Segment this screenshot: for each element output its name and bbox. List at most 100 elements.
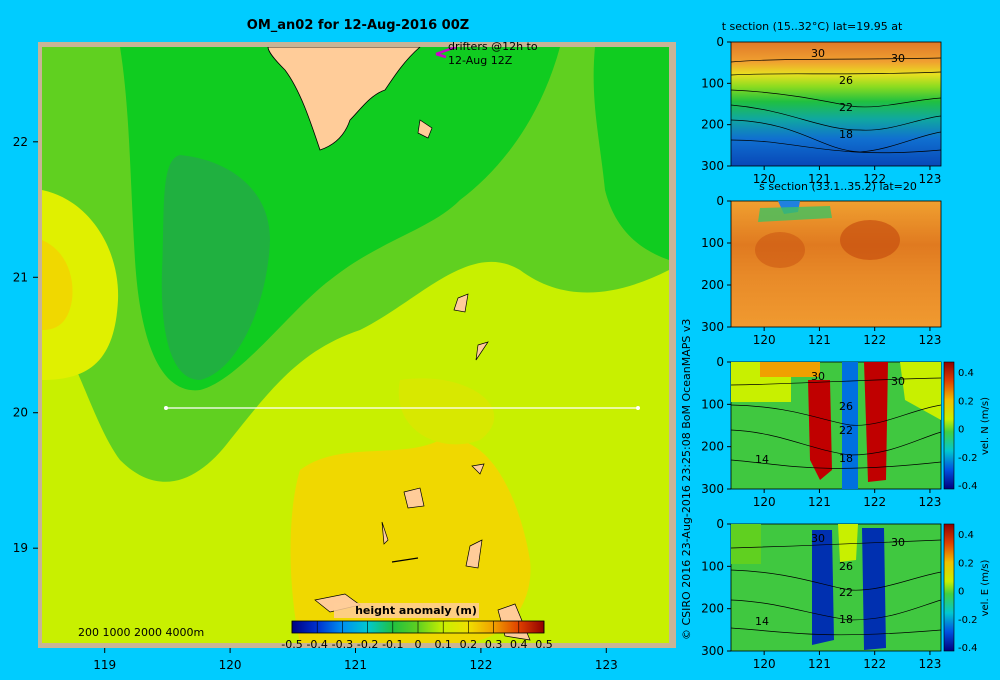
section-y-tick-label: 0 xyxy=(716,35,724,49)
map-y-tick-label: 20 xyxy=(13,406,28,420)
vel-colorbar-tick-label: 0.4 xyxy=(958,368,974,379)
map-x-tick-label: 123 xyxy=(595,658,618,672)
credit-text: © CSIRO 2016 23-Aug-2016 23:25:08 BoM Oc… xyxy=(680,319,693,640)
map-title: OM_an02 for 12-Aug-2016 00Z xyxy=(247,18,469,33)
section-y-tick-label: 100 xyxy=(701,236,724,250)
field-yellow-left-core xyxy=(42,240,73,330)
island xyxy=(465,539,483,569)
vel-colorbar-tick-label: 0.2 xyxy=(958,396,974,407)
map-x-tick-label: 120 xyxy=(219,658,242,672)
map-x-tick-label: 121 xyxy=(344,658,367,672)
section-line-start xyxy=(164,406,168,410)
vel-n-contours xyxy=(730,377,942,469)
vel-colorbar-tick-label: 0 xyxy=(958,425,964,436)
contour-label: 30 xyxy=(811,370,825,383)
vel-n-colorbar-ticks: 0.4 0.2 0 -0.2 -0.4 xyxy=(958,368,978,492)
s-section-axes: 120 121 122 123 0 100 200 300 xyxy=(701,194,941,347)
section-x-tick-label: 120 xyxy=(753,333,776,347)
section-y-tick-label: 200 xyxy=(701,440,724,454)
contour-label: 14 xyxy=(755,615,769,628)
vel-e-axes: 120 121 122 123 0 100 200 300 xyxy=(701,517,941,671)
colorbar-tick-label: -0.5 xyxy=(281,638,302,651)
vel-e-contours xyxy=(730,539,942,636)
section-x-tick-label: 122 xyxy=(863,333,886,347)
vel-colorbar-tick-label: -0.2 xyxy=(958,615,978,626)
section-y-tick-label: 200 xyxy=(701,118,724,132)
colorbar-tick-label: -0.4 xyxy=(306,638,327,651)
section-x-tick-label: 121 xyxy=(808,172,831,186)
s-section-fresh-patch xyxy=(758,206,832,222)
vel-e-patch xyxy=(731,524,761,564)
contour-label: 30 xyxy=(811,47,825,60)
colorbar-ticks: -0.5 -0.4 -0.3 -0.2 -0.1 0 0.1 0.2 0.3 0.4 0.5 xyxy=(281,621,553,651)
island xyxy=(381,521,389,545)
section-x-tick-label: 121 xyxy=(808,495,831,509)
section-y-tick-label: 0 xyxy=(716,517,724,531)
drifter-track xyxy=(435,47,457,56)
section-y-tick-label: 100 xyxy=(701,559,724,573)
height-anomaly-colorbar: height anomaly (m) -0.5 -0.4 -0.3 -0.2 -0.1 0… xyxy=(281,603,553,651)
section-y-tick-label: 300 xyxy=(701,320,724,334)
colorbar-tick-label: 0 xyxy=(415,638,422,651)
section-y-tick-label: 0 xyxy=(716,194,724,208)
section-y-tick-label: 0 xyxy=(716,355,724,369)
t-section-axes: 120 121 122 123 0 100 200 300 xyxy=(701,35,941,186)
s-section-high-salinity xyxy=(755,232,805,268)
map-y-tick-label: 22 xyxy=(13,135,28,149)
vel-e-colorbar-label: vel. E (m/s) xyxy=(980,559,991,616)
section-x-tick-label: 121 xyxy=(808,657,831,671)
vel-e-colorbar-ticks: 0.4 0.2 0 -0.2 -0.4 xyxy=(958,530,978,654)
island xyxy=(475,341,489,361)
colorbar-tick-label: 0.4 xyxy=(510,638,528,651)
section-line-end xyxy=(636,406,640,410)
vel-colorbar-tick-label: -0.4 xyxy=(958,643,978,654)
section-x-tick-label: 123 xyxy=(918,172,941,186)
s-section-title: s section (33.1..35.2) lat=20 xyxy=(759,180,917,193)
vel-colorbar-tick-label: -0.2 xyxy=(958,453,978,464)
vel-e-westward-jet xyxy=(862,528,886,650)
section-y-tick-label: 300 xyxy=(701,159,724,173)
contour-label: 22 xyxy=(839,424,853,437)
map-x-tick-label: 119 xyxy=(93,658,116,672)
contour-label: 30 xyxy=(891,375,905,388)
field-yellow-south xyxy=(290,439,531,643)
section-y-tick-label: 300 xyxy=(701,644,724,658)
section-x-tick-label: 122 xyxy=(863,657,886,671)
vel-n-southward-jet xyxy=(842,362,858,489)
vel-n-northward-jet xyxy=(864,362,888,482)
contour-label: 26 xyxy=(839,74,853,87)
field-yellow-mid xyxy=(398,378,495,445)
map-x-tick-label: 122 xyxy=(469,658,492,672)
t-section-plot xyxy=(730,41,942,167)
field-yellow-left xyxy=(42,190,119,380)
t-section-title: t section (15..32°C) lat=19.95 at xyxy=(722,20,903,33)
map-x-axis: 119 120 121 122 123 xyxy=(93,648,618,672)
colorbar-label-box xyxy=(334,603,479,618)
contour-label: 18 xyxy=(839,452,853,465)
field-dark-green xyxy=(161,155,270,380)
vel-colorbar-tick-label: 0 xyxy=(958,587,964,598)
section-x-tick-label: 120 xyxy=(753,657,776,671)
section-y-tick-label: 300 xyxy=(701,482,724,496)
vel-e-westward-jet xyxy=(812,530,834,645)
vel-n-colorbar xyxy=(943,361,955,490)
section-x-tick-label: 122 xyxy=(863,172,886,186)
section-y-tick-label: 100 xyxy=(701,76,724,90)
contour-label: 18 xyxy=(839,613,853,626)
colorbar-tick-label: -0.1 xyxy=(382,638,403,651)
contour-label: 22 xyxy=(839,101,853,114)
drifters-note: 12-Aug 12Z xyxy=(448,54,513,67)
map-y-tick-label: 19 xyxy=(13,541,28,555)
contour-label: 26 xyxy=(839,400,853,413)
island xyxy=(453,293,469,313)
section-x-tick-label: 120 xyxy=(753,495,776,509)
vel-e-contour-labels: 30 30 26 22 14 18 xyxy=(755,532,905,628)
s-section-high-salinity xyxy=(840,220,900,260)
field-green-right xyxy=(593,47,669,260)
map-y-tick-label: 21 xyxy=(13,270,28,284)
section-x-tick-label: 122 xyxy=(863,495,886,509)
colorbar-tick-label: 0.2 xyxy=(460,638,478,651)
section-x-tick-label: 123 xyxy=(918,657,941,671)
drifter-track xyxy=(435,52,447,59)
